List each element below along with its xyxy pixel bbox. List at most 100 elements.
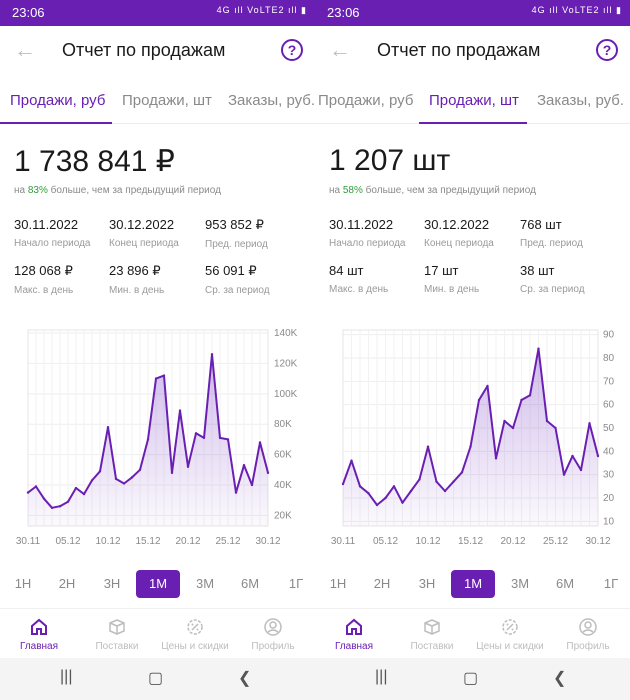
data-point (90, 479, 94, 482)
data-point (367, 492, 370, 495)
data-point (122, 482, 126, 485)
nav-home[interactable]: Главная (0, 617, 78, 652)
y-tick-label: 50 (603, 423, 615, 434)
period-button-1[interactable]: 2Н (58, 576, 76, 591)
data-point (26, 491, 30, 494)
y-tick-label: 80K (274, 419, 292, 430)
tab-orders-rub[interactable]: Заказы, руб. (228, 92, 315, 109)
period-button-2[interactable]: 3Н (418, 576, 436, 591)
nav-prices[interactable]: Цены и скидки (471, 617, 549, 652)
tab-sales-rub[interactable]: Продажи, руб (318, 92, 414, 109)
delta-text: на 58% больше, чем за предыдущий период (329, 185, 536, 196)
data-point (210, 353, 214, 356)
recent-apps-icon[interactable]: ||| (60, 668, 73, 685)
data-point (250, 483, 254, 487)
status-icons: 4G ıll VoLTE2 ıll ▮ (531, 5, 622, 15)
period-button-3[interactable]: 1М (451, 570, 495, 598)
x-tick-label: 10.12 (415, 536, 440, 547)
data-point (350, 459, 353, 462)
y-tick-label: 10 (603, 516, 615, 527)
nav-profile[interactable]: Профиль (234, 617, 312, 652)
nav-prices[interactable]: Цены и скидки (156, 617, 234, 652)
stat-prev: 768 шт Пред. период (520, 217, 616, 249)
discount-icon (187, 619, 203, 635)
back-button-icon[interactable]: ❮ (553, 670, 567, 687)
tab-orders-rub[interactable]: Заказы, руб. (537, 92, 625, 109)
bottom-nav: Главная Поставки Цены и скидки Профиль (0, 608, 315, 658)
period-button-4[interactable]: 3М (510, 576, 530, 591)
data-point (562, 473, 566, 476)
status-time: 23:06 (12, 5, 45, 20)
data-point (50, 506, 54, 509)
page-title: Отчет по продажам (377, 40, 541, 60)
stat-min: 23 896 ₽ Мин. в день (109, 263, 205, 296)
data-point (218, 436, 222, 440)
y-tick-label: 40K (274, 480, 292, 491)
profile-icon (264, 618, 282, 636)
stat-avg-value: 56 091 ₽ (205, 263, 257, 278)
stat-avg-label: Ср. за период (205, 285, 270, 296)
period-button-6[interactable]: 1Г (603, 576, 619, 591)
tab-sales-pcs[interactable]: Продажи, шт (429, 92, 519, 109)
y-tick-label: 60K (274, 450, 292, 461)
sales-chart[interactable]: 20K 40K 60K 80K 100K 120K 140K 30.11 05.12 10.12 1… (0, 318, 315, 550)
back-arrow-icon[interactable]: ← (329, 37, 351, 62)
period-button-5[interactable]: 6М (555, 576, 575, 591)
stat-end-value: 30.12.2022 (424, 217, 490, 232)
period-button-1[interactable]: 2Н (373, 576, 391, 591)
stat-end-value: 30.12.2022 (109, 217, 175, 232)
period-button-4[interactable]: 3М (195, 576, 215, 591)
nav-supplies[interactable]: Поставки (393, 617, 471, 652)
y-tick-label: 140K (274, 328, 298, 339)
back-arrow-icon[interactable]: ← (14, 37, 36, 62)
data-point (511, 426, 515, 430)
nav-home[interactable]: Главная (315, 617, 393, 652)
data-point (477, 398, 481, 402)
data-point (418, 478, 421, 481)
period-selector: 1Н 2Н 3Н 1М 3М 6М 1Г (315, 570, 630, 598)
period-button-0[interactable]: 1Н (329, 576, 347, 591)
sales-chart[interactable]: 10 20 30 40 50 60 70 80 90 30.11 05.12 10.12 15.12 20… (315, 318, 630, 550)
home-button-icon[interactable]: ▢ (148, 670, 164, 687)
nav-supplies[interactable]: Поставки (78, 617, 156, 652)
data-point (596, 454, 600, 458)
stat-prev: 953 852 ₽ Пред. период (205, 217, 301, 250)
period-button-2[interactable]: 3Н (103, 576, 121, 591)
x-tick-label: 15.12 (458, 536, 483, 547)
data-point (82, 492, 86, 496)
x-tick-label: 20.12 (500, 536, 525, 547)
stat-end: 30.12.2022 Конец периода (424, 217, 520, 249)
data-point (114, 477, 118, 481)
box-icon (109, 619, 125, 635)
data-point (409, 489, 413, 493)
y-tick-label: 90 (603, 330, 615, 341)
back-button-icon[interactable]: ❮ (238, 670, 252, 687)
period-button-3[interactable]: 1М (136, 570, 180, 598)
recent-apps-icon[interactable]: ||| (375, 668, 388, 685)
tab-sales-pcs[interactable]: Продажи, шт (122, 92, 212, 109)
home-button-icon[interactable]: ▢ (463, 670, 479, 687)
help-icon[interactable]: ? (281, 39, 303, 61)
x-tick-label: 05.12 (373, 536, 398, 547)
data-point (528, 394, 532, 397)
nav-supplies-label: Поставки (95, 641, 139, 652)
period-button-0[interactable]: 1Н (14, 576, 32, 591)
data-point (146, 438, 150, 441)
status-icons: 4G ıll VoLTE2 ıll ▮ (216, 5, 307, 15)
status-time: 23:06 (327, 5, 360, 20)
bottom-nav: Главная Поставки Цены и скидки Профиль (315, 608, 630, 658)
stat-prev-label: Пред. период (520, 238, 583, 249)
stat-avg-label: Ср. за период (520, 284, 585, 295)
data-point (34, 485, 38, 488)
period-button-6[interactable]: 1Г (288, 576, 304, 591)
data-point (341, 482, 345, 486)
period-button-5[interactable]: 6М (240, 576, 260, 591)
data-point (384, 496, 387, 500)
total-value: 1 738 841 ₽ (14, 145, 175, 178)
help-icon[interactable]: ? (596, 39, 618, 61)
data-point (486, 384, 489, 388)
data-point (426, 445, 430, 448)
x-tick-label: 05.12 (55, 536, 80, 547)
nav-profile[interactable]: Профиль (549, 617, 627, 652)
tab-sales-rub[interactable]: Продажи, руб (10, 92, 106, 109)
